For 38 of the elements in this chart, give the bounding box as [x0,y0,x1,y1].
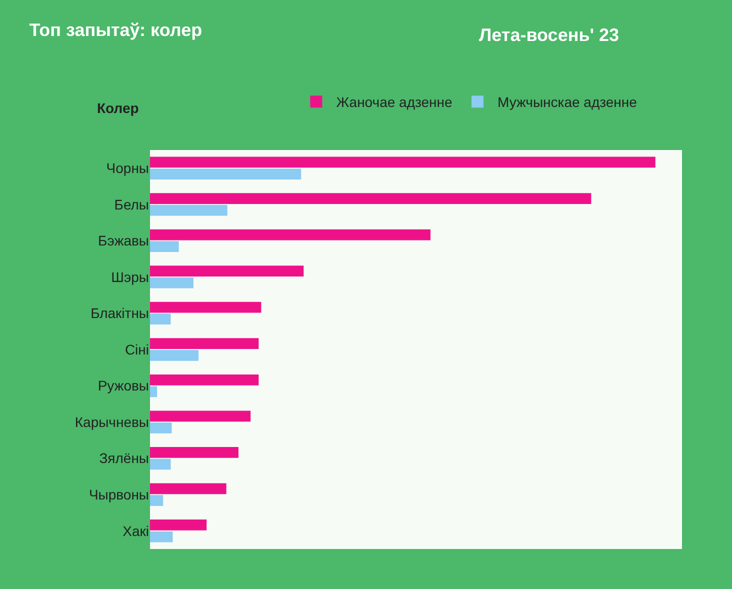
bar [150,314,171,325]
bar [150,531,173,542]
bar [150,386,158,398]
y-tick-label: Бэжавы [98,232,149,249]
bar [150,458,171,470]
y-tick-label: Сіні [124,341,149,358]
bar [150,168,302,180]
chart-subtitle: Лета-восень' 23 [479,25,620,45]
y-tick-label: Блакітны [90,305,149,322]
bar [150,204,228,216]
bar [150,338,259,350]
chart-title: Топ запытаў: колер [29,20,202,40]
y-tick-label: Карычневы [74,414,149,430]
bar [150,193,592,204]
bar [150,266,304,276]
y-tick-label: Чырвоны [88,486,149,502]
bar [150,229,430,240]
bar [150,350,199,361]
y-axis-title: Колер [97,100,139,116]
y-tick-label: Хакі [122,522,149,539]
bar [150,241,179,252]
y-tick-label: Ружовы [98,378,149,394]
bar [150,410,251,422]
bar [150,495,164,506]
y-tick-label: Шэры [111,268,149,285]
bar [150,446,238,458]
bar [150,156,656,168]
y-tick-label: Чорны [106,160,149,176]
legend-label: Жаночае адзенне [336,94,452,110]
y-tick-label: Белы [114,196,149,212]
legend-label: Мужчынскае адзенне [498,94,638,110]
bar [150,277,194,288]
y-tick-label: Зялёны [99,450,149,466]
bar [150,483,226,494]
bar [150,422,172,434]
bar [150,374,259,386]
bar [150,302,262,313]
bar [150,520,207,530]
